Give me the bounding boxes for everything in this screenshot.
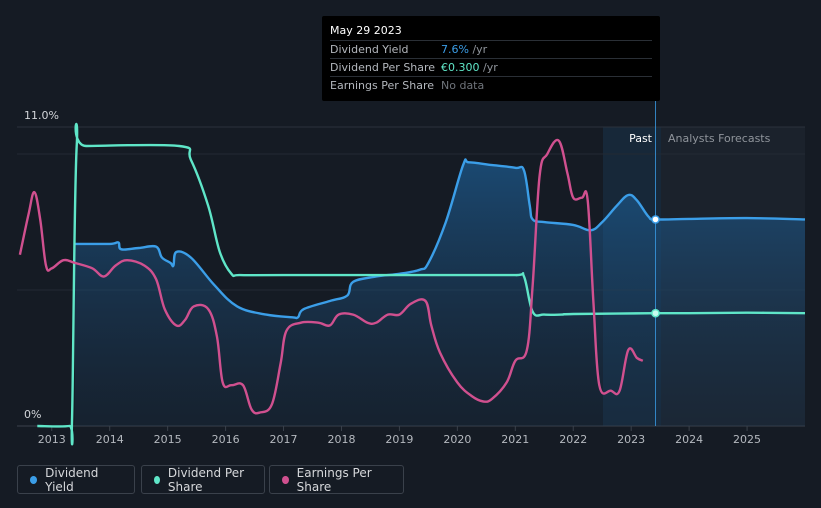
- x-tick-label: 2021: [501, 433, 529, 446]
- tooltip-value-number: €0.300: [441, 61, 480, 74]
- tooltip-row-earnings-per-share: Earnings Per Share No data: [330, 77, 652, 94]
- legend-dividend-per-share[interactable]: Dividend Per Share: [141, 465, 265, 494]
- x-tick-label: 2022: [559, 433, 587, 446]
- x-tick-label: 2024: [675, 433, 703, 446]
- dividend-per-share-marker: [651, 308, 660, 318]
- dividend-per-share-line: [37, 122, 806, 446]
- legend-dot-icon: [154, 475, 160, 484]
- tooltip-label: Earnings Per Share: [330, 79, 435, 92]
- tooltip-value: €0.300 /yr: [441, 59, 498, 76]
- legend-dot-icon: [30, 475, 38, 484]
- tooltip-label: Dividend Yield: [330, 43, 409, 56]
- past-label: Past: [629, 132, 653, 145]
- x-tick-label: 2023: [617, 433, 645, 446]
- dividend-yield-line: [74, 158, 806, 320]
- tooltip-value-unit: /yr: [472, 43, 488, 56]
- x-tick-label: 2018: [327, 433, 355, 446]
- legend-dividend-yield[interactable]: Dividend Yield: [17, 465, 135, 494]
- tooltip-value: 7.6% /yr: [441, 41, 487, 58]
- tooltip-value: No data: [441, 77, 484, 94]
- tooltip: May 29 2023 Dividend Yield 7.6% /yr Divi…: [322, 16, 660, 101]
- legend-dot-icon: [282, 475, 289, 484]
- tooltip-value-number: No data: [441, 79, 485, 92]
- y-axis-top-label: 11.0%: [24, 109, 59, 122]
- dividend-yield-area: [74, 159, 805, 426]
- forecast-label: Analysts Forecasts: [668, 132, 771, 145]
- legend-label: Dividend Yield: [45, 465, 99, 494]
- x-tick-label: 2015: [154, 433, 182, 446]
- y-axis-bottom-label: 0%: [24, 408, 41, 421]
- tooltip-row-dividend-yield: Dividend Yield 7.6% /yr: [330, 41, 652, 59]
- legend-earnings-per-share[interactable]: Earnings Per Share: [269, 465, 404, 494]
- tooltip-row-dividend-per-share: Dividend Per Share €0.300 /yr: [330, 59, 652, 77]
- legend-label: Dividend Per Share: [167, 465, 245, 494]
- x-tick-label: 2020: [443, 433, 471, 446]
- x-tick-label: 2016: [212, 433, 240, 446]
- x-tick-label: 2017: [270, 433, 298, 446]
- earnings-per-share-line: [18, 138, 644, 415]
- x-tick-label: 2019: [385, 433, 413, 446]
- tooltip-date: May 29 2023: [330, 22, 652, 41]
- dividend-yield-marker: [651, 215, 660, 224]
- x-tick-label: 2014: [96, 433, 124, 446]
- tooltip-label: Dividend Per Share: [330, 61, 436, 74]
- x-tick-label: 2025: [733, 433, 761, 446]
- tooltip-value-unit: /yr: [483, 61, 498, 74]
- legend-label: Earnings Per Share: [296, 465, 372, 494]
- x-tick-label: 2013: [38, 433, 66, 446]
- tooltip-value-number: 7.6%: [441, 43, 469, 56]
